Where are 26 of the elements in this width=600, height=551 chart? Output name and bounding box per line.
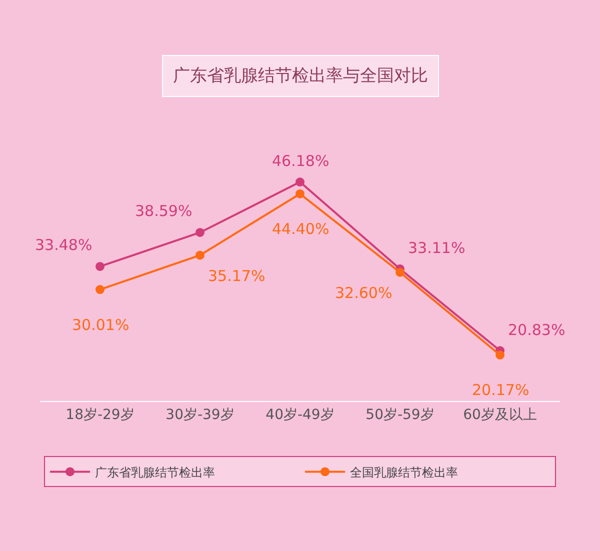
data-label: 20.83% <box>508 321 566 339</box>
x-tick-label: 40岁-49岁 <box>266 406 334 423</box>
x-tick-label: 60岁及以上 <box>463 406 537 423</box>
point <box>196 250 204 260</box>
data-label: 20.17% <box>472 381 530 399</box>
point <box>496 350 504 360</box>
point <box>296 178 304 186</box>
legend-label: 广东省乳腺结节检出率 <box>95 465 215 480</box>
point <box>296 189 304 198</box>
x-tick-label: 18岁-29岁 <box>66 406 134 423</box>
data-label: 44.40% <box>272 220 330 238</box>
data-label: 46.18% <box>272 152 330 170</box>
point <box>396 268 404 277</box>
chart-title: 广东省乳腺结节检出率与全国对比 <box>173 66 428 86</box>
x-tick-label: 50岁-59岁 <box>366 406 434 423</box>
data-label: 30.01% <box>72 316 130 334</box>
data-label: 33.11% <box>408 239 466 257</box>
point <box>96 262 104 271</box>
point <box>96 285 104 294</box>
data-label: 38.59% <box>135 202 192 220</box>
data-label: 32.60% <box>335 284 392 302</box>
x-tick-label: 30岁-39岁 <box>166 406 234 423</box>
data-label: 33.48% <box>35 236 92 254</box>
data-label: 35.17% <box>208 267 266 285</box>
legend-label: 全国乳腺结节检出率 <box>350 465 458 480</box>
point <box>196 228 204 237</box>
